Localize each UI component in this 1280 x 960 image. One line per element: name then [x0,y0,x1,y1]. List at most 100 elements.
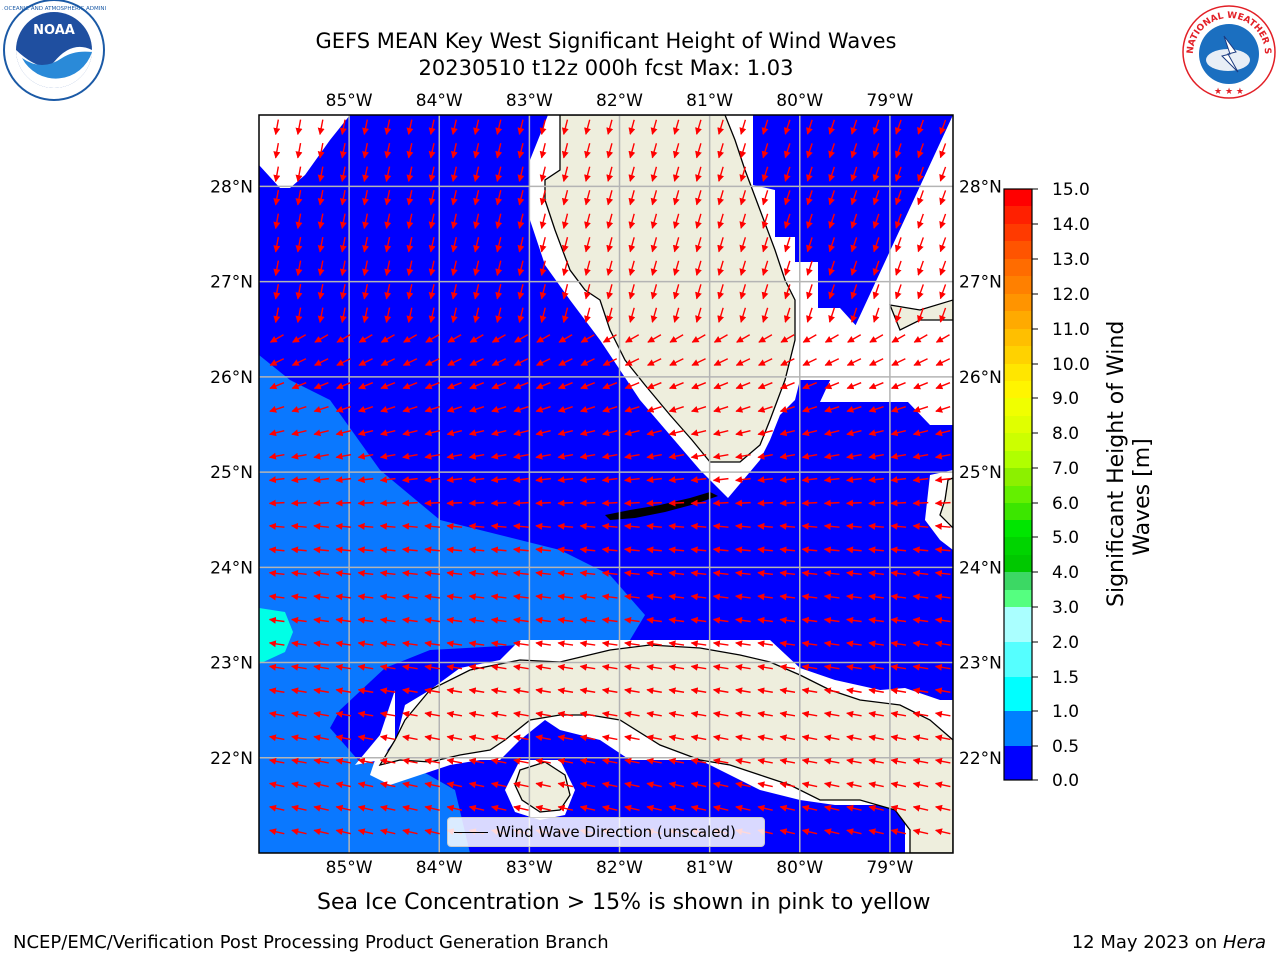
wave-arrow [357,640,374,648]
wave-arrow [473,166,480,182]
wave-arrow [868,593,884,601]
legend-line-swatch [454,831,488,833]
wave-arrow [402,687,418,695]
colorbar-band [1004,329,1032,347]
wave-arrow [894,143,902,159]
wave-arrow [646,522,662,530]
wave-arrow [801,476,818,484]
wave-arrow [473,260,480,276]
wave-arrow [424,476,440,484]
wave-arrow [446,757,463,765]
wave-arrow [357,828,374,836]
wave-arrow [801,452,818,460]
wave-arrow [539,260,547,276]
wave-arrow [824,382,840,390]
wave-arrow [513,452,529,460]
wave-arrow [491,358,507,366]
wave-arrow [646,687,662,695]
wave-arrow [783,237,791,253]
wave-arrow [850,119,858,135]
wave-arrow [335,476,352,484]
wave-arrow [894,260,902,276]
wave-arrow [473,119,480,135]
wave-arrow [890,499,907,507]
wave-arrow [446,616,463,624]
wave-arrow [584,284,591,300]
wave-arrow [934,476,951,484]
wave-arrow [624,429,640,437]
wave-arrow [557,663,574,671]
wave-arrow [495,119,503,135]
wave-arrow [912,522,929,530]
wave-height-1.0-1.5 [259,608,293,664]
wave-arrow [917,166,924,182]
wave-arrow [317,166,325,183]
wave-arrow [739,119,747,135]
wave-arrow [402,546,418,554]
wave-arrow [624,546,640,554]
wave-arrow [868,569,884,577]
wave-arrow [558,334,573,343]
wave-arrow [428,307,436,324]
wave-arrow [579,757,596,765]
wave-arrow [757,663,773,671]
wave-arrow [668,804,685,812]
wave-arrow [380,804,396,812]
wave-arrow [446,804,463,812]
wave-arrow [846,593,862,601]
wave-arrow [868,522,884,530]
wave-arrow [473,213,480,229]
wave-arrow [735,429,751,437]
wave-arrow [517,213,525,229]
lon-label-bottom: 81°W [686,858,733,878]
wave-arrow [513,546,529,554]
colorbar-tick-label: 12.0 [1052,285,1090,305]
wave-arrow [495,307,503,323]
wave-arrow [646,546,662,554]
wave-arrow [539,190,547,206]
wave-arrow [739,190,747,206]
wave-arrow [917,237,924,253]
wave-arrow [424,569,440,577]
wave-arrow [806,213,813,229]
wave-arrow [713,358,729,366]
wave-arrow [712,781,729,789]
wave-arrow [758,358,773,366]
wave-arrow [939,143,947,159]
wave-arrow [823,640,840,648]
wave-arrow [846,828,862,836]
wave-arrow [535,476,551,484]
wave-arrow [646,476,662,484]
wave-arrow [379,499,396,507]
wave-arrow [468,734,485,742]
wave-arrow [513,757,529,765]
wave-arrow [517,237,525,253]
wave-arrow [379,546,396,554]
wave-arrow [579,499,596,507]
wave-arrow [268,452,285,460]
wave-arrow [557,405,573,413]
wave-arrow [490,616,507,624]
colorbar-tick-label: 0.5 [1052,737,1079,757]
wave-arrow [268,499,285,507]
wave-arrow [806,284,813,300]
wave-arrow [580,334,595,343]
wave-arrow [535,734,551,742]
wave-arrow [291,569,307,577]
wave-arrow [606,260,614,276]
wave-arrow [891,358,906,366]
wave-arrow [868,546,884,554]
wave-arrow [890,640,907,648]
wave-arrow [490,734,507,742]
wave-arrow [446,429,463,437]
wave-arrow [869,358,884,366]
wave-arrow [913,405,929,413]
wave-arrow [513,476,529,484]
wave-arrow [939,166,947,182]
wave-arrow [761,260,769,276]
lon-label-bottom: 85°W [326,858,373,878]
wave-arrow [713,334,728,343]
wave-arrow [336,358,351,366]
wave-arrow [828,190,836,206]
wave-arrow [624,710,640,718]
